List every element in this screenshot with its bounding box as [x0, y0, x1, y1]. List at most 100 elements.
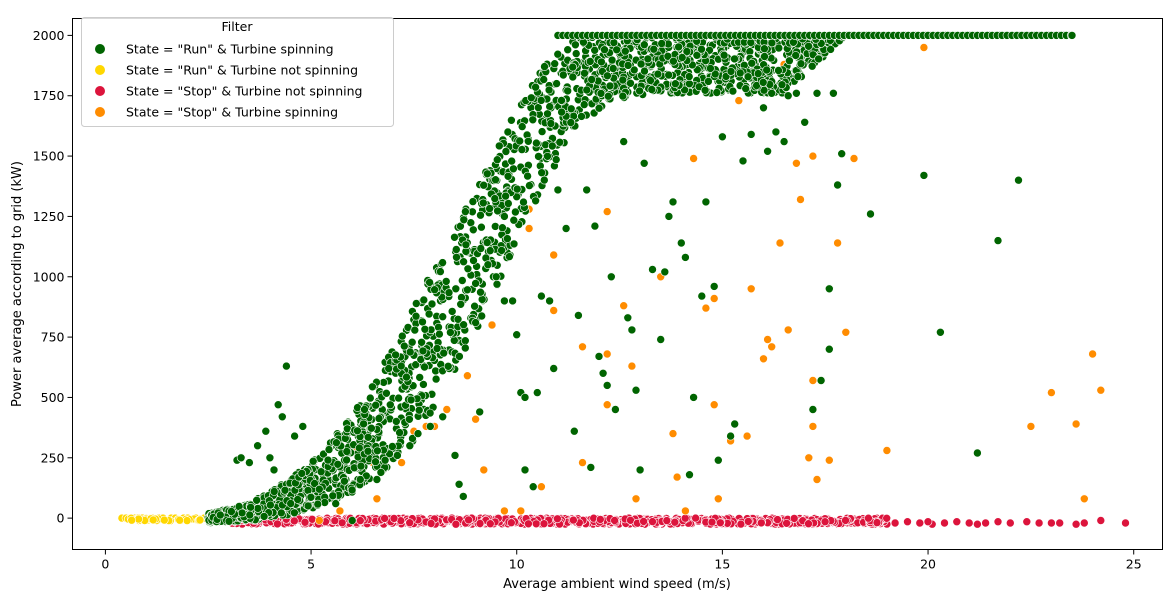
- data-point-run-spinning: [774, 43, 784, 53]
- data-point-run-spinning: [574, 311, 583, 320]
- data-point-stop-spinning: [833, 238, 842, 248]
- data-point-run-spinning: [419, 295, 429, 305]
- y-tick-label: 750: [41, 330, 65, 345]
- data-point-run-spinning: [405, 347, 415, 357]
- data-point-run-spinning: [459, 320, 468, 330]
- data-point-run-spinning: [394, 393, 403, 403]
- data-point-stop-spinning: [549, 306, 559, 315]
- data-point-run-spinning: [314, 484, 324, 494]
- data-point-stop-not-spinning: [1022, 517, 1032, 527]
- data-point-stop-not-spinning: [841, 516, 850, 525]
- data-point-run-spinning: [700, 86, 710, 95]
- data-point-stop-spinning: [1026, 422, 1036, 431]
- data-point-run-spinning: [580, 68, 589, 78]
- data-point-run-spinning: [479, 180, 489, 190]
- data-point-run-spinning: [685, 79, 694, 89]
- data-point-run-not-spinning: [148, 515, 158, 525]
- data-point-stop-spinning: [500, 506, 509, 516]
- data-point-stop-spinning: [919, 43, 929, 52]
- data-point-stop-not-spinning: [662, 516, 672, 525]
- legend-label: State = "Stop" & Turbine spinning: [126, 105, 338, 120]
- data-point-stop-not-spinning: [782, 518, 791, 528]
- data-point-stop-spinning: [792, 159, 801, 168]
- data-point-run-spinning: [671, 79, 680, 88]
- data-point-run-spinning: [684, 72, 694, 81]
- data-point-run-spinning: [563, 86, 573, 96]
- data-point-run-spinning: [606, 272, 616, 282]
- data-point-stop-not-spinning: [940, 518, 949, 528]
- data-point-run-spinning: [286, 499, 296, 508]
- data-point-run-spinning: [746, 38, 756, 47]
- data-point-run-spinning: [460, 343, 470, 353]
- data-point-run-spinning: [545, 102, 555, 111]
- data-point-run-spinning: [657, 39, 667, 48]
- data-point-run-spinning: [557, 96, 566, 105]
- data-point-run-spinning: [517, 145, 527, 154]
- data-point-run-spinning: [454, 479, 464, 489]
- data-point-stop-not-spinning: [389, 514, 399, 523]
- legend-marker: [95, 44, 105, 54]
- data-point-run-spinning: [491, 175, 500, 184]
- data-point-run-spinning: [837, 149, 847, 158]
- data-point-run-spinning: [602, 381, 612, 390]
- legend-marker: [95, 107, 105, 117]
- data-point-stop-not-spinning: [1096, 516, 1106, 525]
- data-point-stop-spinning: [627, 361, 637, 371]
- data-point-run-spinning: [537, 168, 547, 177]
- data-point-run-spinning: [804, 41, 813, 51]
- data-point-run-spinning: [391, 417, 401, 426]
- data-point-stop-spinning: [849, 154, 859, 163]
- data-point-run-spinning: [523, 171, 532, 181]
- data-point-run-spinning: [792, 89, 801, 98]
- data-point-run-spinning: [746, 130, 756, 139]
- data-point-run-spinning: [619, 137, 629, 146]
- data-point-run-spinning: [712, 88, 722, 97]
- data-point-run-spinning: [783, 91, 793, 100]
- y-tick-label: 500: [41, 390, 65, 405]
- data-point-run-spinning: [477, 295, 487, 304]
- data-point-run-spinning: [459, 257, 468, 267]
- data-point-run-spinning: [612, 45, 622, 55]
- data-point-run-spinning: [760, 44, 769, 54]
- data-point-stop-spinning: [713, 494, 723, 504]
- data-point-run-spinning: [812, 89, 822, 98]
- data-point-run-spinning: [500, 296, 509, 306]
- data-point-run-spinning: [328, 491, 338, 501]
- data-point-run-spinning: [380, 455, 390, 465]
- data-point-run-spinning: [237, 508, 247, 518]
- data-point-run-spinning: [648, 265, 657, 274]
- data-point-stop-spinning: [602, 400, 612, 410]
- data-point-run-spinning: [531, 82, 540, 92]
- data-point-stop-spinning: [516, 506, 526, 516]
- data-point-stop-spinning: [808, 376, 818, 385]
- y-tick-label: 1000: [33, 269, 65, 284]
- data-point-stop-not-spinning: [289, 516, 299, 526]
- data-point-stop-spinning: [578, 458, 587, 467]
- data-point-run-spinning: [760, 52, 769, 61]
- data-point-run-spinning: [425, 408, 435, 418]
- data-point-run-spinning: [826, 45, 835, 54]
- data-point-run-spinning: [483, 260, 493, 270]
- data-point-run-spinning: [253, 504, 263, 513]
- data-point-stop-not-spinning: [506, 518, 516, 528]
- data-point-run-spinning: [577, 112, 586, 121]
- data-point-run-spinning: [354, 443, 364, 453]
- data-point-run-spinning: [544, 85, 554, 95]
- data-point-run-spinning: [482, 169, 492, 179]
- data-point-run-spinning: [245, 458, 254, 467]
- data-point-run-spinning: [405, 441, 415, 451]
- data-point-run-spinning: [324, 445, 334, 454]
- data-point-run-spinning: [676, 238, 686, 248]
- data-point-run-spinning: [463, 264, 473, 274]
- data-point-run-spinning: [395, 428, 404, 437]
- data-point-stop-spinning: [812, 475, 822, 484]
- data-point-run-spinning: [353, 426, 362, 436]
- data-point-run-spinning: [391, 350, 400, 360]
- data-point-run-spinning: [597, 57, 606, 67]
- data-point-run-spinning: [689, 393, 698, 402]
- data-point-run-spinning: [639, 159, 649, 168]
- data-point-run-spinning: [519, 197, 528, 207]
- data-point-stop-not-spinning: [715, 518, 725, 528]
- data-point-run-spinning: [430, 285, 439, 295]
- data-point-run-spinning: [359, 419, 368, 429]
